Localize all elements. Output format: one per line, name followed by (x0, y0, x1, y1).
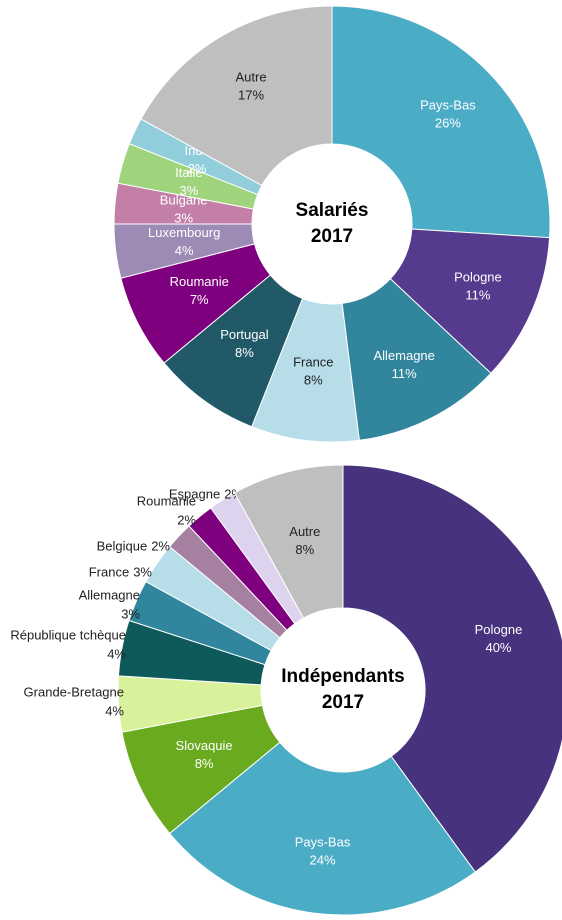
segment-value: 4% (175, 243, 194, 258)
segment-value: 24% (309, 853, 335, 868)
donut-segment (168, 741, 476, 916)
segment-value: 3% (133, 564, 152, 579)
segment-label: Portugal (220, 327, 269, 342)
segment-value: 3% (174, 210, 193, 225)
donut-segment (342, 464, 562, 873)
segment-value: 8% (195, 756, 214, 771)
segment-label: Slovaquie (176, 738, 233, 753)
donut-chart: Pays-Bas 26% Pologne 11% Allemagne 11% France 8… (113, 5, 551, 443)
segment-value: 8% (304, 372, 323, 387)
segment-label: Pologne (475, 622, 523, 637)
segment-value: 26% (435, 116, 461, 131)
segment-value: 4% (105, 703, 124, 718)
segment-value: 7% (190, 292, 209, 307)
segment-value: 11% (392, 366, 417, 381)
segment-value: 2% (151, 538, 170, 553)
segment-label: Grande-Bretagne (24, 684, 124, 699)
segment-label: République tchèque (10, 627, 126, 642)
segment-label: France (89, 564, 129, 579)
segment-label: Luxembourg (148, 225, 220, 240)
donut-chart: Pologne 40% Pays-Bas 24% Slovaquie 8% Grande-B… (10, 464, 562, 916)
donut-segment (341, 278, 492, 441)
donut-segment (233, 464, 344, 619)
segment-label: Belgique (97, 538, 148, 553)
segment-label: Autre (289, 524, 320, 539)
segment-label: Pologne (454, 270, 502, 285)
chart-title: Salariés (296, 200, 369, 221)
segment-value: 17% (238, 88, 264, 103)
donut-segment (140, 5, 333, 187)
segment-value: 2% (177, 512, 196, 527)
segment-value: 3% (180, 183, 199, 198)
segment-label: Pays-Bas (420, 98, 476, 113)
segment-label: Roumanie (170, 274, 229, 289)
segment-value: 8% (295, 542, 314, 557)
segment-label: Allemagne (79, 587, 140, 602)
chart-title: Indépendants (281, 666, 405, 687)
chart-title: 2017 (322, 692, 364, 713)
segment-value: 2% (188, 161, 207, 176)
donut-segment (389, 228, 551, 374)
segment-label: Pays-Bas (295, 835, 351, 850)
chart-title: 2017 (311, 226, 353, 247)
segment-label: Roumanie (137, 493, 196, 508)
segment-value: 11% (465, 288, 490, 303)
segment-value: 4% (107, 646, 126, 661)
segment-label: Autre (236, 70, 267, 85)
segment-label: France (293, 354, 333, 369)
segment-label: Allemagne (373, 348, 434, 363)
segment-value: 8% (235, 345, 254, 360)
donut-segment (331, 5, 551, 239)
segment-value: 3% (121, 606, 140, 621)
segment-label: Espagne (169, 486, 220, 501)
segment-value: 40% (485, 640, 511, 655)
